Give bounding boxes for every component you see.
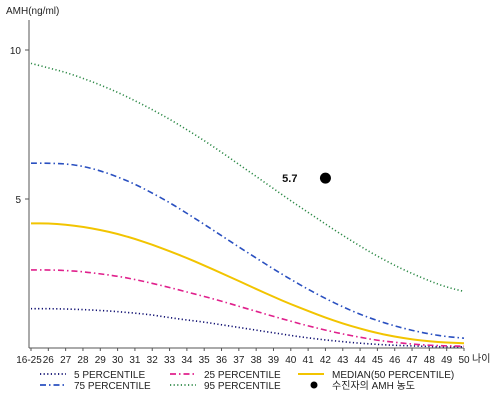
x-tick-label: 42	[320, 355, 332, 366]
x-tick-label: 37	[233, 355, 245, 366]
x-tick-label: 27	[60, 355, 72, 366]
x-tick-label: 28	[77, 355, 89, 366]
x-tick-label: 31	[129, 355, 141, 366]
y-tick-label: 5	[15, 195, 21, 206]
legend-label-patient-point: 수진자의 AMH 농도	[332, 380, 415, 392]
series-layer	[30, 62, 465, 348]
legend-label-95-percentile: 95 PERCENTILE	[204, 381, 281, 392]
series-line-75-percentile	[31, 162, 465, 339]
x-tick-label: 30	[112, 355, 124, 366]
x-tick-label: 33	[164, 355, 176, 366]
x-tick-label: 43	[337, 355, 349, 366]
legend: 5 PERCENTILE 25 PERCENTILE MEDIAN(50 PERCE…	[40, 370, 454, 392]
x-tick-label: 39	[268, 355, 280, 366]
point-layer: 5.7	[282, 172, 331, 185]
x-tick-label: 41	[303, 355, 315, 366]
x-axis-title: 나이	[472, 353, 490, 365]
patient-amh-point	[319, 172, 331, 184]
x-tick-label: 50	[458, 355, 470, 366]
x-tick-label: 32	[147, 355, 159, 366]
x-tick-label: 46	[389, 355, 401, 366]
x-tick-label: 16-25	[16, 355, 42, 366]
legend-label-25-percentile: 25 PERCENTILE	[204, 370, 281, 381]
legend-label-median-50-percentile: MEDIAN(50 PERCENTILE)	[332, 370, 454, 381]
x-tick-label: 34	[181, 355, 193, 366]
series-line-95-percentile	[30, 62, 465, 293]
x-tick-label: 40	[285, 355, 297, 366]
series-line-5-percentile	[31, 307, 464, 348]
series-line-median-50-percentile	[30, 222, 465, 345]
x-tick-label: 49	[441, 355, 453, 366]
legend-swatch-patient-point	[310, 381, 318, 389]
legend-label-75-percentile: 75 PERCENTILE	[74, 381, 151, 392]
y-tick-label: 10	[10, 46, 22, 57]
x-tick-label: 35	[199, 355, 211, 366]
legend-label-5-percentile: 5 PERCENTILE	[74, 370, 145, 381]
x-tick-label: 48	[424, 355, 436, 366]
patient-amh-value-label: 5.7	[282, 173, 297, 185]
x-tick-label: 47	[406, 355, 418, 366]
x-tick-label: 38	[251, 355, 263, 366]
x-tick-label: 26	[43, 355, 55, 366]
y-axis-title: AMH(ng/ml)	[6, 6, 59, 17]
x-tick-label: 36	[216, 355, 228, 366]
series-line-25-percentile	[31, 269, 465, 347]
axes: 5 10 16-25 26 27 28 29 30 31 32 33 34 35 36 37 38 39 40 41…	[10, 20, 470, 366]
x-tick-label: 29	[95, 355, 107, 366]
x-tick-label: 45	[372, 355, 384, 366]
x-tick-label: 44	[355, 355, 367, 366]
